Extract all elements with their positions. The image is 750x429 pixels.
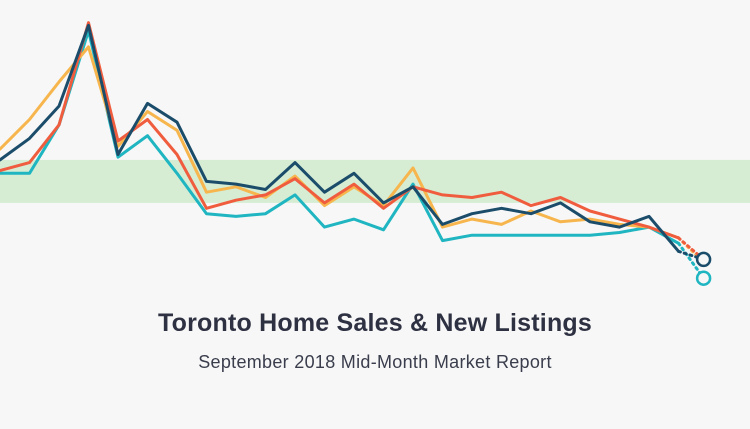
line-chart	[0, 21, 750, 286]
projection-marker-1	[695, 251, 712, 268]
page-subtitle: September 2018 Mid-Month Market Report	[198, 352, 552, 372]
series-projection-1	[677, 249, 706, 261]
projection-markers	[695, 251, 712, 286]
series-line-4	[0, 29, 680, 245]
projection-marker-4	[695, 270, 712, 286]
series-line-1	[0, 23, 680, 253]
series-lines	[0, 21, 706, 280]
series-projection-2	[677, 236, 706, 261]
page-title: Toronto Home Sales & New Listings	[158, 309, 592, 337]
series-line-2	[0, 21, 680, 240]
